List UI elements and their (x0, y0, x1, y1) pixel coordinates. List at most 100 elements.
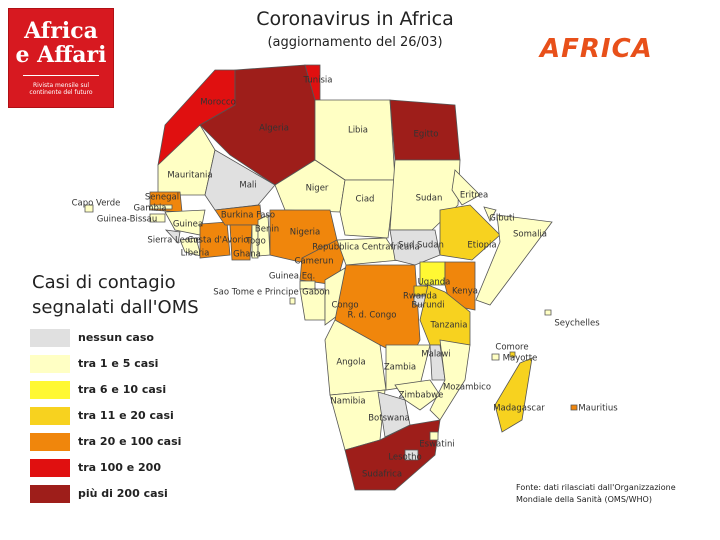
logo-tagline: Rivista mensile sul continente del futur… (23, 75, 99, 96)
country-label: Zimbabwe (399, 391, 444, 401)
country-label: Eswatini (419, 440, 454, 450)
country-label: Guinea (173, 220, 203, 230)
legend-label: tra 100 e 200 (78, 461, 161, 474)
country-label: Sud Sudan (398, 241, 444, 251)
legend-swatch (30, 433, 70, 451)
country-label: Botswana (368, 414, 410, 424)
country-label: Benin (255, 225, 279, 235)
country (149, 213, 166, 223)
country (339, 179, 396, 239)
country (149, 204, 173, 210)
country (84, 204, 94, 213)
country-label: Capo Verde (72, 199, 121, 209)
country (483, 206, 497, 222)
country-label: Seychelles (554, 319, 600, 329)
country-label: Ciad (356, 195, 375, 205)
logo: Africa e Affari Rivista mensile sul cont… (8, 8, 114, 108)
country-label: Somalia (513, 230, 547, 240)
country (289, 297, 296, 305)
subtitle: (aggiornamento del 26/03) (267, 35, 443, 50)
country-label: Senegal (145, 193, 179, 203)
country (494, 357, 533, 433)
country-label: Gibuti (489, 214, 514, 224)
legend-swatch (30, 485, 70, 503)
legend-swatch (30, 355, 70, 373)
legend-label: più di 200 casi (78, 487, 168, 500)
legend-label: tra 6 e 10 casi (78, 383, 167, 396)
country (570, 404, 578, 411)
brand: AFRICA (540, 34, 653, 64)
country-label: Mauritius (578, 404, 618, 414)
legend-label: tra 1 e 5 casi (78, 357, 159, 370)
legend-label: tra 11 e 20 casi (78, 409, 174, 422)
country-label: Etiopia (467, 241, 496, 251)
country-label: Repubblica Centrafricana (312, 243, 420, 253)
country (451, 169, 481, 206)
country-label: Tunisia (302, 76, 332, 86)
country-label: Comore (495, 343, 528, 353)
country-label: Libia (348, 126, 368, 136)
country-label: Uganda (418, 278, 451, 288)
country-label: Camerun (295, 257, 334, 267)
logo-title: e Affari (15, 42, 107, 68)
country-label: Lesotho (388, 453, 421, 463)
country-label: Sao Tome e Principe (213, 288, 298, 298)
country-label: Algeria (259, 124, 289, 134)
country-label: Gabon (302, 288, 330, 298)
country-label: Angola (336, 358, 365, 368)
country (299, 239, 347, 286)
legend-label: nessun caso (78, 331, 154, 344)
country-label: Sudafrica (362, 470, 402, 480)
country-label: Gambia (133, 204, 166, 214)
country (429, 431, 439, 441)
country (439, 204, 501, 261)
country-label: Mali (239, 181, 256, 191)
country (251, 224, 259, 259)
country (394, 379, 441, 411)
country-label: Eritrea (460, 191, 488, 201)
country-label: Rwanda (403, 292, 437, 302)
country-label: Ghana (233, 250, 261, 260)
country-label: Congo (331, 301, 358, 311)
country (475, 214, 553, 306)
country (544, 309, 552, 316)
legend-label: tra 20 e 100 casi (78, 435, 182, 448)
country (229, 224, 253, 261)
country-label: Namibia (330, 397, 365, 407)
source: Fonte: dati rilasciati dall'Organizzazio… (516, 483, 676, 504)
country-label: Sierra Leone (147, 236, 200, 246)
country-label: Nigeria (290, 228, 320, 238)
country-label: Mayotte (503, 354, 538, 364)
legend-swatch (30, 329, 70, 347)
title: Coronavirus in Africa (256, 8, 454, 30)
country-label: Sudan (416, 194, 443, 204)
country-label: Tanzania (429, 321, 467, 331)
country-label: Burundi (411, 301, 444, 311)
country-label: Malawi (421, 350, 450, 360)
country-label: Liberia (181, 249, 210, 259)
country-label: Guinea-Bissau (97, 215, 158, 225)
country-label: Kenya (452, 287, 478, 297)
country-label: Madagascar (493, 404, 545, 414)
country-label: Burkina Faso (221, 211, 275, 221)
country-label: Niger (306, 184, 329, 194)
country-label: Morocco (200, 98, 236, 108)
country-label: Mauritania (167, 171, 212, 181)
country-label: Togo (245, 237, 266, 247)
country-label: Egitto (414, 130, 439, 140)
country (389, 229, 441, 266)
country-label: R. d. Congo (348, 311, 397, 321)
country (164, 229, 181, 244)
country-label: Guinea Eq. (269, 272, 315, 282)
country-label: Mozambico (443, 383, 491, 393)
country-label: Costa d'Avorio (187, 236, 248, 246)
legend-swatch (30, 381, 70, 399)
legend-swatch (30, 459, 70, 477)
country-label: Zambia (384, 363, 416, 373)
country (509, 351, 516, 358)
legend-title: Casi di contagio segnalati dall'OMS (32, 272, 199, 318)
country (199, 221, 231, 259)
logo-title: Africa (24, 18, 98, 44)
